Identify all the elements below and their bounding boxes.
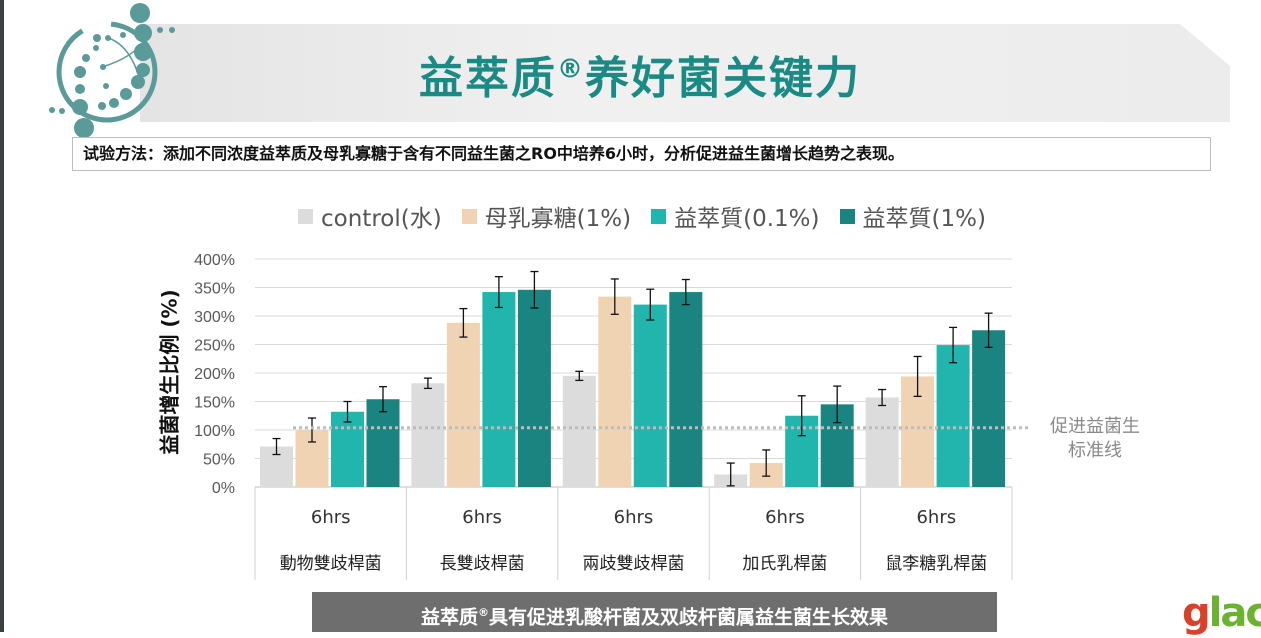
- bar: [482, 292, 516, 487]
- bar: [820, 404, 854, 487]
- legend-label: 母乳寡糖(1%): [484, 206, 632, 232]
- x-subcategory-label: 6hrs: [765, 507, 805, 528]
- chart-legend: control(水) 母乳寡糖(1%) 益萃質(0.1%) 益萃質(1%): [298, 199, 986, 233]
- y-tick-label: 400%: [194, 252, 235, 269]
- x-category-label: 兩歧雙歧桿菌: [583, 554, 685, 574]
- bar: [366, 399, 400, 487]
- note-line: 促进益菌生: [1050, 416, 1140, 437]
- brand-logo: glac: [1182, 590, 1261, 636]
- x-subcategory-label: 6hrs: [462, 507, 502, 528]
- footer-text: 益萃质: [420, 606, 478, 629]
- bar: [714, 474, 748, 487]
- footer-text-suffix: 具有促进乳酸杆菌及双歧杆菌属益生菌生长效果: [489, 606, 889, 629]
- y-tick-label: 250%: [194, 338, 235, 355]
- legend-item-extract-1: 益萃質(1%): [839, 199, 986, 233]
- legend-label: 益萃質(1%): [862, 206, 986, 232]
- x-subcategory-label: 6hrs: [311, 507, 351, 528]
- y-tick-label: 350%: [194, 281, 235, 298]
- x-category-label: 動物雙歧桿菌: [280, 554, 382, 574]
- x-category-label: 加氏乳桿菌: [742, 554, 827, 574]
- method-description: 试验方法：添加不同浓度益萃质及母乳寡糖于含有不同益生菌之RO中培养6小时，分析促…: [72, 137, 1211, 171]
- note-line: 标准线: [1068, 440, 1122, 461]
- y-tick-label: 300%: [194, 309, 235, 326]
- legend-label: 益萃質(0.1%): [674, 206, 820, 232]
- x-category-label: 長雙歧桿菌: [440, 554, 525, 574]
- bar: [785, 415, 819, 487]
- bar: [598, 296, 632, 487]
- y-tick-label: 100%: [194, 423, 235, 440]
- page-title: 益萃质®养好菌关键力: [240, 42, 1040, 106]
- title-text-suffix: 养好菌关键力: [585, 53, 861, 104]
- legend-item-hmo: 母乳寡糖(1%): [461, 199, 632, 233]
- window-edge: [0, 0, 4, 632]
- bar: [865, 397, 899, 487]
- bar: [936, 345, 970, 487]
- legend-item-extract-01: 益萃質(0.1%): [651, 199, 820, 233]
- bar: [411, 383, 445, 487]
- y-tick-label: 0%: [212, 480, 235, 497]
- bar: [446, 322, 480, 487]
- legend-item-control: control(水): [298, 199, 442, 233]
- bar: [295, 430, 329, 487]
- legend-swatch: [651, 208, 667, 224]
- bar: [260, 446, 293, 487]
- company-logo-icon: [49, 3, 175, 138]
- conclusion-banner: 益萃质®具有促进乳酸杆菌及双歧杆菌属益生菌生长效果: [312, 592, 997, 632]
- title-text: 益萃质: [419, 53, 557, 104]
- x-subcategory-label: 6hrs: [916, 507, 956, 528]
- legend-swatch: [839, 208, 855, 224]
- y-axis-label: 益菌增生比例 (%): [157, 289, 182, 455]
- x-category-label: 鼠李糖乳桿菌: [885, 554, 987, 574]
- bar: [331, 411, 364, 487]
- y-tick-label: 200%: [194, 366, 235, 383]
- legend-swatch: [461, 208, 477, 224]
- title-banner: [140, 24, 1230, 122]
- y-tick-label: 50%: [203, 452, 235, 469]
- bar: [972, 330, 1006, 487]
- bar: [901, 376, 935, 487]
- bar: [517, 289, 551, 487]
- registered-mark: ®: [478, 606, 489, 619]
- y-tick-label: 150%: [194, 395, 235, 412]
- legend-label: control(水): [321, 206, 442, 232]
- x-subcategory-label: 6hrs: [614, 507, 654, 528]
- bar: [562, 375, 596, 487]
- bar: [633, 304, 667, 487]
- reference-line-note: 促进益菌生 标准线: [1030, 415, 1160, 463]
- registered-mark: ®: [557, 54, 585, 85]
- legend-swatch: [298, 208, 313, 224]
- bar: [669, 292, 703, 487]
- bar: [749, 463, 783, 487]
